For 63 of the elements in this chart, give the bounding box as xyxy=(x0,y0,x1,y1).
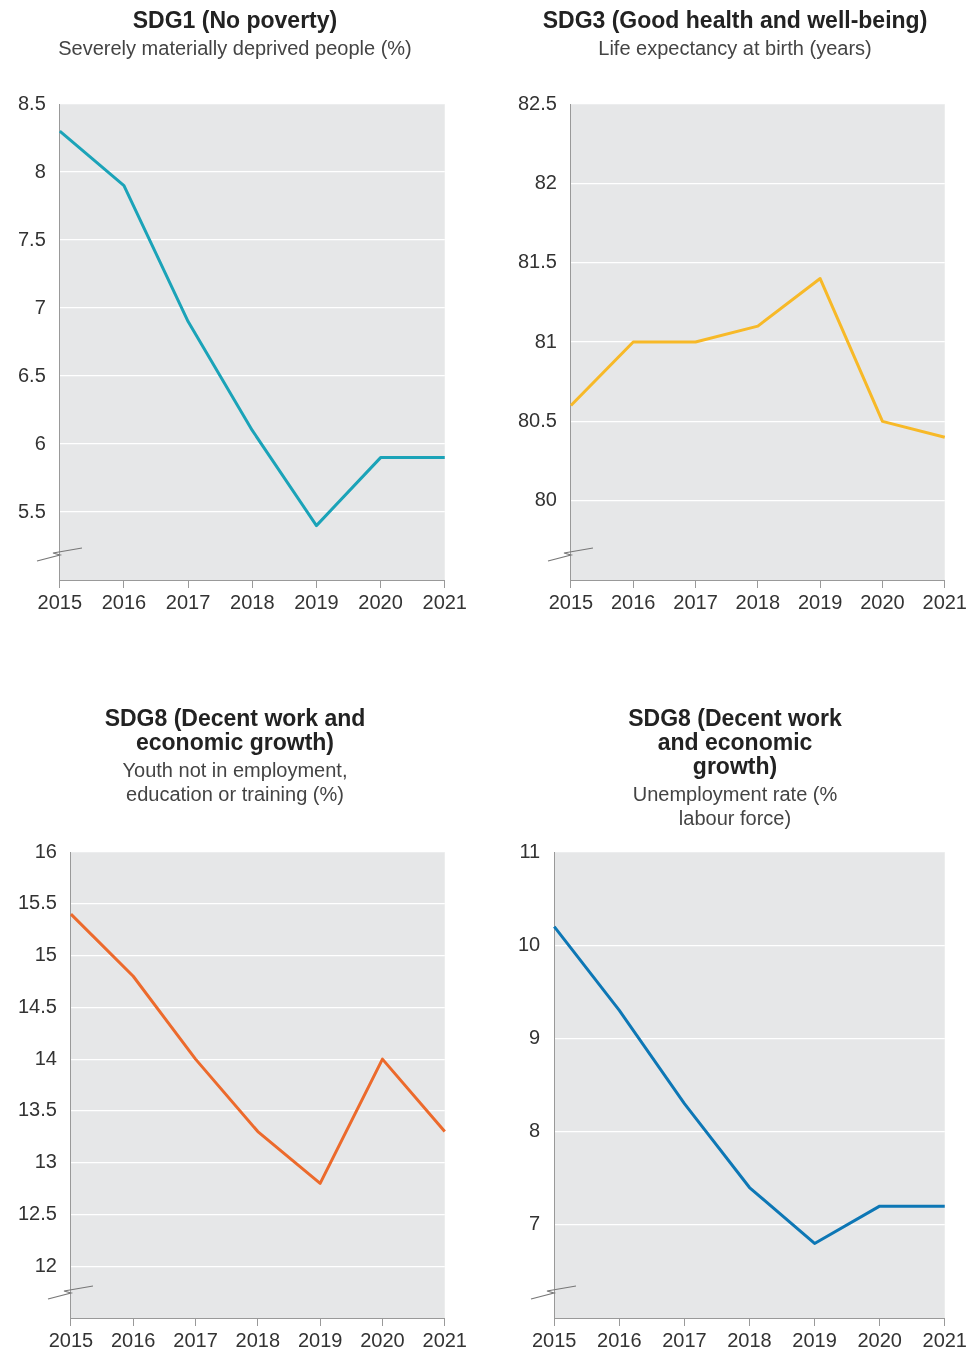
x-tick-label: 2020 xyxy=(857,1328,902,1351)
chart-subtitle: Severely materially deprived people (%) xyxy=(57,36,413,60)
y-tick-label: 13.5 xyxy=(17,1098,57,1121)
chart-title: SDG8 (Decent work and economic growth) xyxy=(627,705,843,779)
y-tick-label: 14 xyxy=(34,1046,57,1069)
y-tick-label: 7 xyxy=(34,295,46,318)
chart-subtitle: Unemployment rate (% labour force) xyxy=(631,782,839,830)
x-tick-label: 2018 xyxy=(735,590,781,613)
y-tick-label: 7.5 xyxy=(17,227,46,250)
y-tick-label: 6 xyxy=(34,431,46,454)
x-tick-label: 2021 xyxy=(422,590,467,613)
y-tick-label: 12.5 xyxy=(17,1201,57,1224)
x-tick-label: 2017 xyxy=(173,1328,218,1351)
y-tick-label: 8 xyxy=(529,1119,541,1142)
y-tick-label: 9 xyxy=(529,1025,541,1048)
chart-title: SDG8 (Decent work and economic growth) xyxy=(103,705,367,755)
y-tick-label: 8.5 xyxy=(17,91,46,114)
y-tick-label: 13 xyxy=(34,1150,57,1173)
x-tick-label: 2018 xyxy=(727,1328,772,1351)
x-tick-label: 2015 xyxy=(48,1328,94,1351)
y-tick-label: 8 xyxy=(34,159,46,182)
x-tick-label: 2020 xyxy=(360,1328,405,1351)
y-tick-label: 14.5 xyxy=(17,994,57,1017)
chart-title: SDG3 (Good health and well-being) xyxy=(541,7,929,33)
y-tick-label: 15 xyxy=(34,943,57,966)
y-tick-label: 82.5 xyxy=(517,91,557,114)
x-tick-label: 2016 xyxy=(610,590,656,613)
y-tick-label: 15.5 xyxy=(17,891,57,914)
y-tick-label: 10 xyxy=(518,932,541,955)
x-tick-label: 2015 xyxy=(37,590,83,613)
x-tick-label: 2021 xyxy=(422,1328,467,1351)
y-tick-label: 81.5 xyxy=(517,250,557,273)
chart-subtitle: Youth not in employment, education or training (%) xyxy=(121,758,349,806)
x-tick-label: 2018 xyxy=(235,1328,281,1351)
y-tick-label: 5.5 xyxy=(17,499,46,522)
x-tick-label: 2017 xyxy=(673,590,718,613)
x-tick-label: 2016 xyxy=(597,1328,642,1351)
x-tick-label: 2021 xyxy=(922,1328,967,1351)
y-tick-label: 11 xyxy=(519,839,541,862)
y-tick-label: 80.5 xyxy=(517,408,557,431)
y-tick-label: 80 xyxy=(534,488,557,511)
x-tick-label: 2021 xyxy=(922,590,967,613)
x-tick-label: 2019 xyxy=(297,1328,343,1351)
x-tick-label: 2019 xyxy=(797,590,843,613)
x-tick-label: 2016 xyxy=(101,590,147,613)
x-tick-label: 2020 xyxy=(358,590,403,613)
y-tick-label: 7 xyxy=(529,1212,541,1235)
x-tick-label: 2015 xyxy=(548,590,594,613)
x-tick-label: 2017 xyxy=(662,1328,707,1351)
y-tick-label: 6.5 xyxy=(17,363,46,386)
x-tick-label: 2015 xyxy=(532,1328,577,1351)
y-tick-label: 82 xyxy=(534,170,557,193)
chart-title: SDG1 (No poverty) xyxy=(131,7,339,33)
x-tick-label: 2016 xyxy=(110,1328,156,1351)
y-tick-label: 12 xyxy=(34,1253,57,1276)
x-tick-label: 2019 xyxy=(294,590,339,613)
y-tick-label: 81 xyxy=(534,329,557,352)
x-tick-label: 2020 xyxy=(860,590,905,613)
x-tick-label: 2018 xyxy=(230,590,275,613)
chart-subtitle: Life expectancy at birth (years) xyxy=(597,36,873,60)
x-tick-label: 2019 xyxy=(792,1328,837,1351)
y-tick-label: 16 xyxy=(34,839,57,862)
x-tick-label: 2017 xyxy=(165,590,211,613)
